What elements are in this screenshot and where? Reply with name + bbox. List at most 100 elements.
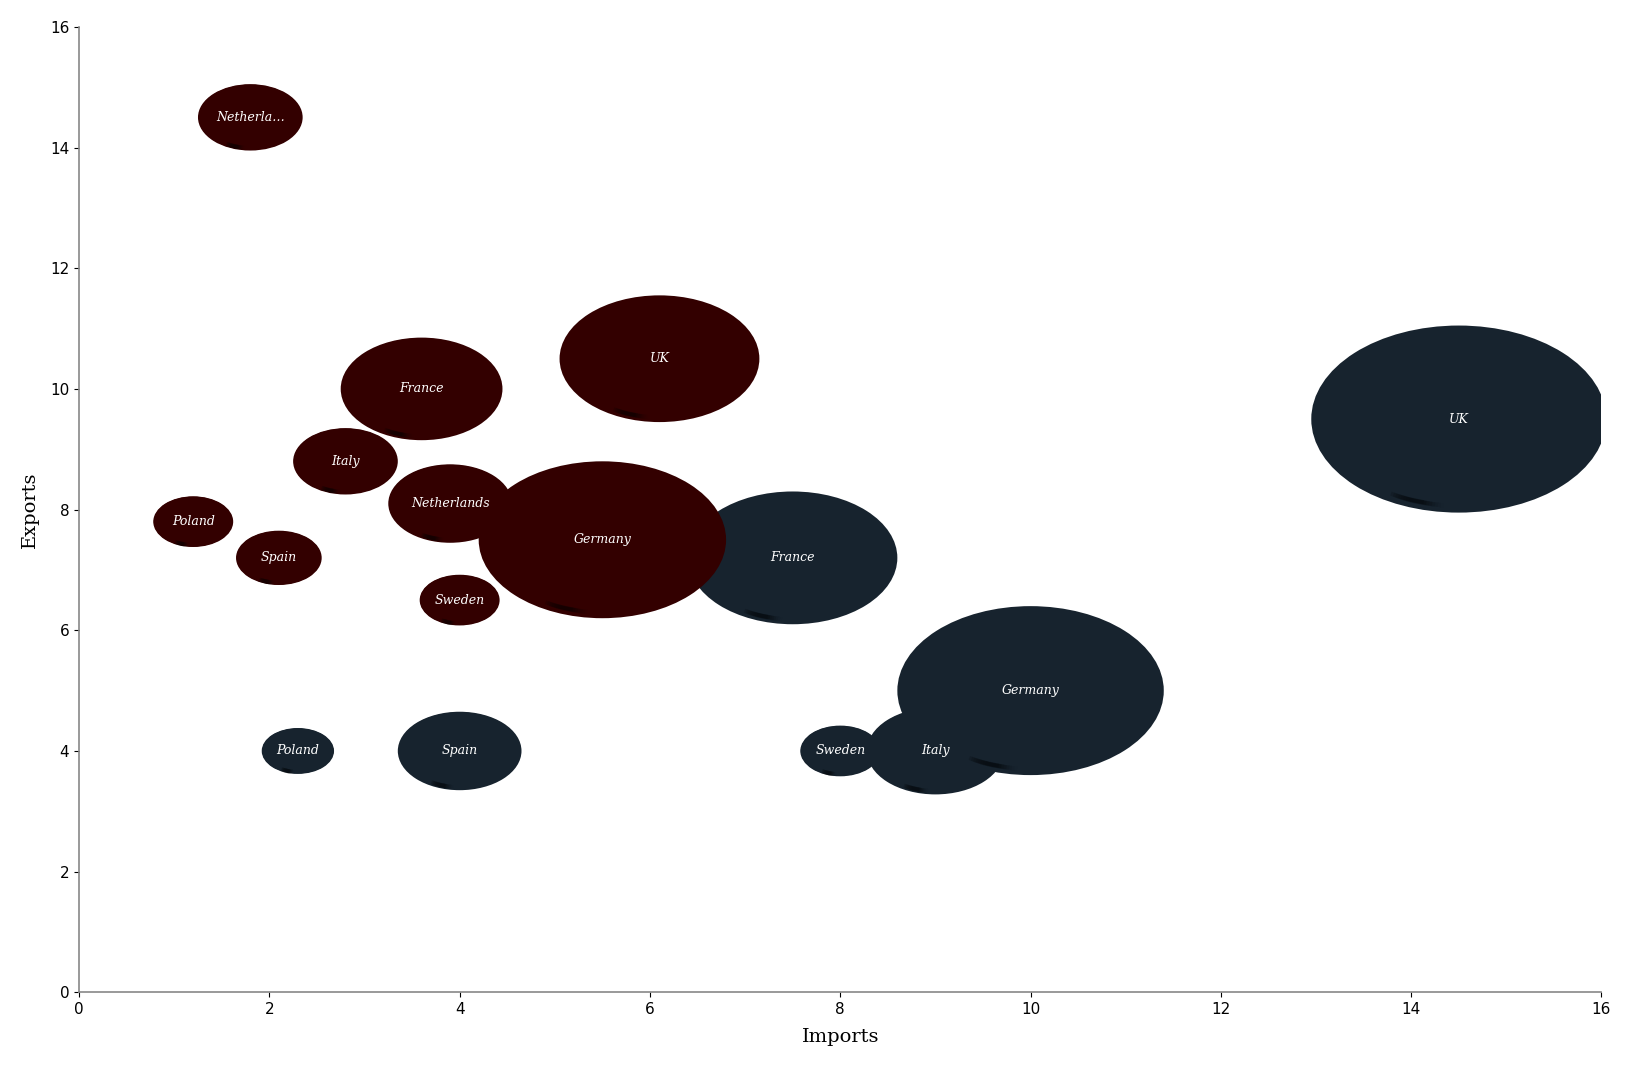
Circle shape <box>1400 380 1493 440</box>
Circle shape <box>170 506 214 534</box>
Circle shape <box>927 624 1126 751</box>
Circle shape <box>550 505 636 559</box>
X-axis label: Imports: Imports <box>801 1029 880 1046</box>
Circle shape <box>540 499 648 567</box>
Circle shape <box>452 595 459 599</box>
Circle shape <box>573 303 743 411</box>
Circle shape <box>1346 347 1562 484</box>
Circle shape <box>478 461 726 618</box>
Circle shape <box>960 644 1084 723</box>
Circle shape <box>429 580 486 617</box>
Circle shape <box>712 506 868 605</box>
Circle shape <box>568 515 614 544</box>
Circle shape <box>638 344 659 356</box>
Circle shape <box>620 332 682 372</box>
Circle shape <box>764 538 801 562</box>
Circle shape <box>426 488 465 512</box>
Circle shape <box>914 736 943 755</box>
Circle shape <box>176 510 204 528</box>
Circle shape <box>700 499 881 614</box>
Circle shape <box>436 735 473 759</box>
Circle shape <box>395 371 432 395</box>
Circle shape <box>416 722 498 775</box>
Circle shape <box>343 339 499 439</box>
Circle shape <box>1356 353 1549 475</box>
Circle shape <box>989 663 1046 699</box>
Circle shape <box>367 354 468 417</box>
Circle shape <box>777 546 783 551</box>
Circle shape <box>406 717 509 783</box>
Circle shape <box>290 746 297 750</box>
Circle shape <box>268 732 326 769</box>
Circle shape <box>346 341 494 435</box>
Circle shape <box>901 728 961 767</box>
Circle shape <box>496 473 703 603</box>
Circle shape <box>421 575 498 624</box>
Circle shape <box>299 431 392 490</box>
Circle shape <box>361 350 477 424</box>
Circle shape <box>965 647 1079 720</box>
Circle shape <box>436 494 450 503</box>
Circle shape <box>408 379 416 384</box>
Circle shape <box>168 506 214 535</box>
Circle shape <box>999 668 1035 691</box>
Circle shape <box>338 456 339 457</box>
Circle shape <box>418 482 473 517</box>
Text: Germany: Germany <box>1002 684 1059 697</box>
Circle shape <box>237 530 322 585</box>
Circle shape <box>831 745 840 750</box>
Circle shape <box>317 443 367 475</box>
Circle shape <box>284 742 305 755</box>
Circle shape <box>173 508 209 531</box>
Circle shape <box>305 435 382 484</box>
Circle shape <box>263 547 287 562</box>
Circle shape <box>950 638 1097 731</box>
Circle shape <box>873 712 996 790</box>
Circle shape <box>907 732 953 761</box>
Circle shape <box>871 711 997 791</box>
Circle shape <box>979 656 1059 707</box>
Circle shape <box>377 361 455 410</box>
Circle shape <box>612 328 692 379</box>
Circle shape <box>170 507 212 532</box>
Circle shape <box>398 373 429 392</box>
Circle shape <box>295 430 395 493</box>
Circle shape <box>168 505 215 536</box>
Circle shape <box>206 89 292 144</box>
Circle shape <box>215 95 281 136</box>
Circle shape <box>421 484 470 515</box>
Circle shape <box>1386 370 1513 451</box>
Circle shape <box>282 740 308 758</box>
Circle shape <box>522 488 671 583</box>
Circle shape <box>610 327 694 380</box>
Circle shape <box>413 721 503 778</box>
Circle shape <box>744 526 826 577</box>
Circle shape <box>718 510 858 599</box>
Circle shape <box>911 734 948 759</box>
Circle shape <box>827 743 845 753</box>
Circle shape <box>1392 375 1505 446</box>
Circle shape <box>428 489 462 510</box>
Circle shape <box>403 376 424 389</box>
Circle shape <box>584 310 728 401</box>
Circle shape <box>1007 673 1025 684</box>
Circle shape <box>253 541 300 572</box>
Circle shape <box>800 726 880 777</box>
Circle shape <box>269 733 325 768</box>
Circle shape <box>410 477 485 525</box>
Circle shape <box>1407 384 1485 433</box>
Circle shape <box>561 297 757 420</box>
Circle shape <box>721 512 855 596</box>
Circle shape <box>529 493 661 576</box>
Circle shape <box>875 712 996 789</box>
Circle shape <box>635 341 664 361</box>
Circle shape <box>403 715 514 785</box>
Circle shape <box>251 540 302 572</box>
Circle shape <box>419 724 494 773</box>
Circle shape <box>728 516 847 591</box>
Circle shape <box>751 530 818 572</box>
Circle shape <box>380 363 450 407</box>
Circle shape <box>308 437 377 481</box>
Circle shape <box>367 353 470 418</box>
Circle shape <box>397 371 431 394</box>
